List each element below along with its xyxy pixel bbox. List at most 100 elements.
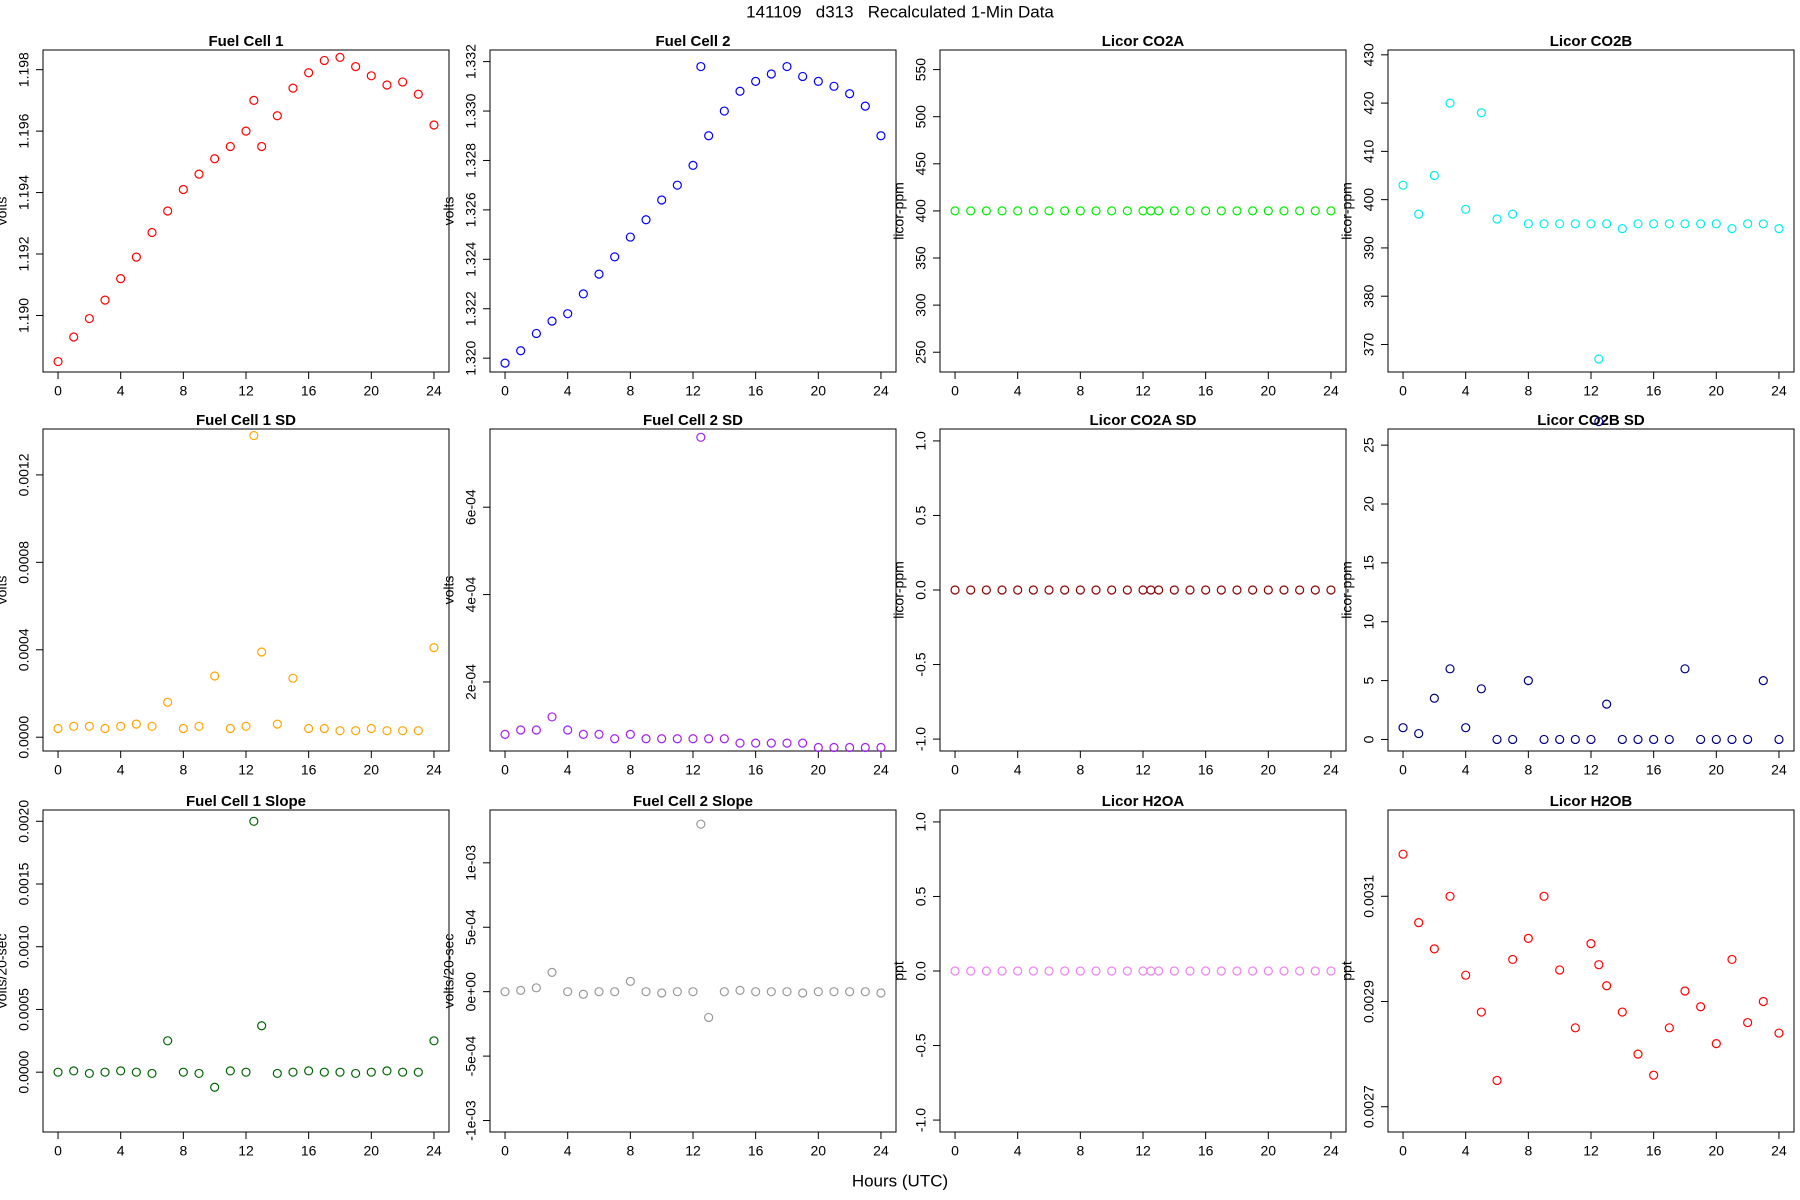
point — [547, 316, 557, 326]
point — [1476, 684, 1486, 694]
point — [1075, 966, 1085, 976]
point — [594, 729, 604, 739]
panel-title: Licor CO2B — [1550, 33, 1633, 50]
point — [1232, 206, 1242, 216]
y-tick-label: 1.190 — [16, 298, 32, 333]
point — [272, 719, 282, 729]
point — [696, 61, 706, 72]
y-axis-label: ppt — [891, 961, 907, 981]
point — [1570, 219, 1580, 229]
y-tick-label: -1.0 — [913, 727, 929, 751]
x-tick-label: 0 — [54, 1143, 62, 1159]
panel-title: Licor CO2A — [1102, 33, 1185, 50]
point — [1279, 966, 1289, 976]
point — [1429, 693, 1439, 703]
point — [1727, 954, 1737, 965]
point — [1523, 933, 1533, 943]
point — [413, 1067, 423, 1077]
x-tick-label: 12 — [685, 1143, 701, 1159]
panel: Licor H2OA ppt 0 4 8 12 16 20 24 -1.0 -0.5 0.0 0.5 1.… — [891, 793, 1347, 1159]
point — [1602, 219, 1612, 229]
y-axis-label: volts/20-sec — [0, 934, 10, 1009]
point — [1774, 734, 1784, 745]
point — [1295, 585, 1305, 595]
y-tick-label: 0.0012 — [16, 453, 32, 496]
point — [1492, 214, 1502, 224]
point — [1492, 1075, 1502, 1086]
y-tick-label: -5e-04 — [463, 1036, 479, 1077]
x-tick-label: 24 — [1771, 762, 1787, 778]
point — [257, 1021, 267, 1031]
point — [625, 729, 635, 739]
panel: Fuel Cell 2 SD volts 0 4 8 12 16 20 24 2e-04 4e-04… — [441, 412, 897, 778]
point — [1169, 206, 1179, 216]
point — [1216, 206, 1226, 216]
point — [1445, 98, 1455, 108]
panel-title: Fuel Cell 1 SD — [196, 412, 296, 429]
point — [1075, 206, 1085, 216]
point — [1107, 206, 1117, 216]
panel-title: Fuel Cell 2 Slope — [633, 793, 753, 810]
y-tick-label: 1.328 — [463, 143, 479, 178]
x-tick-label: 4 — [117, 383, 125, 399]
x-tick-label: 8 — [179, 1143, 187, 1159]
x-tick-label: 8 — [626, 762, 634, 778]
point — [672, 734, 682, 744]
point — [100, 723, 110, 734]
point — [1461, 204, 1471, 214]
page-title: 141109 d313 Recalculated 1-Min Data — [746, 2, 1054, 21]
point — [319, 1067, 329, 1077]
point — [1326, 585, 1336, 595]
point — [547, 967, 557, 977]
point — [1696, 219, 1706, 229]
point — [1539, 891, 1549, 901]
point — [1398, 180, 1408, 190]
point — [272, 1068, 282, 1079]
point — [382, 1066, 392, 1076]
point — [798, 71, 808, 82]
point — [1295, 966, 1305, 976]
point — [625, 232, 635, 242]
x-tick-label: 16 — [301, 762, 317, 778]
point — [163, 1036, 173, 1046]
x-tick-label: 0 — [951, 1143, 959, 1159]
y-tick-label: 300 — [913, 293, 929, 317]
point — [1649, 219, 1659, 229]
point — [84, 1068, 94, 1079]
x-tick-label: 20 — [364, 762, 380, 778]
point — [1216, 966, 1226, 976]
point — [429, 120, 439, 130]
x-tick-label: 4 — [564, 762, 572, 778]
point — [366, 71, 376, 81]
point — [1492, 734, 1502, 745]
point — [950, 585, 960, 595]
point — [1633, 734, 1643, 745]
panel-title: Fuel Cell 1 — [208, 33, 283, 50]
x-tick-label: 24 — [873, 762, 889, 778]
point — [351, 726, 361, 736]
point — [1774, 1028, 1784, 1038]
point — [1617, 734, 1627, 745]
x-tick-label: 24 — [1771, 1143, 1787, 1159]
point — [1508, 209, 1518, 219]
point — [1594, 416, 1604, 427]
point — [829, 81, 839, 91]
point — [1570, 1023, 1580, 1033]
y-tick-label: 0.0 — [913, 961, 929, 981]
x-tick-label: 24 — [1323, 762, 1339, 778]
point — [1044, 585, 1054, 595]
y-tick-label: 25 — [1361, 437, 1377, 453]
point — [594, 269, 604, 279]
y-tick-label: 0.0 — [913, 580, 929, 600]
point — [1263, 206, 1273, 216]
point — [1028, 966, 1038, 976]
y-tick-label: 0e+00 — [463, 972, 479, 1012]
point — [351, 1068, 361, 1079]
point — [1013, 966, 1023, 976]
y-tick-label: 5e-04 — [463, 909, 479, 945]
point — [1216, 585, 1226, 595]
point — [1185, 966, 1195, 976]
point — [1279, 585, 1289, 595]
y-tick-label: 1.194 — [16, 175, 32, 210]
x-tick-label: 20 — [1709, 762, 1725, 778]
